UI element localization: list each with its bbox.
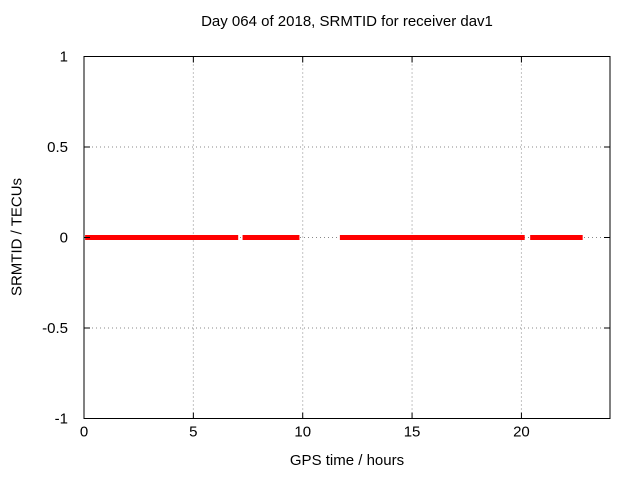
x-tick-label: 10 xyxy=(294,424,311,441)
y-tick-label: -0.5 xyxy=(42,320,68,337)
y-tick-label: 0 xyxy=(60,230,68,247)
x-tick-label: 20 xyxy=(513,424,530,441)
y-tick-label: 1 xyxy=(60,49,68,66)
x-axis-label: GPS time / hours xyxy=(289,452,405,469)
x-tick-label: 15 xyxy=(404,424,421,441)
y-tick-label: 0.5 xyxy=(47,139,68,156)
x-tick-label: 0 xyxy=(80,424,88,441)
chart-title: Day 064 of 2018, SRMTID for receiver dav… xyxy=(201,13,493,30)
x-tick-label: 5 xyxy=(189,424,197,441)
y-tick-label: -1 xyxy=(55,411,68,428)
